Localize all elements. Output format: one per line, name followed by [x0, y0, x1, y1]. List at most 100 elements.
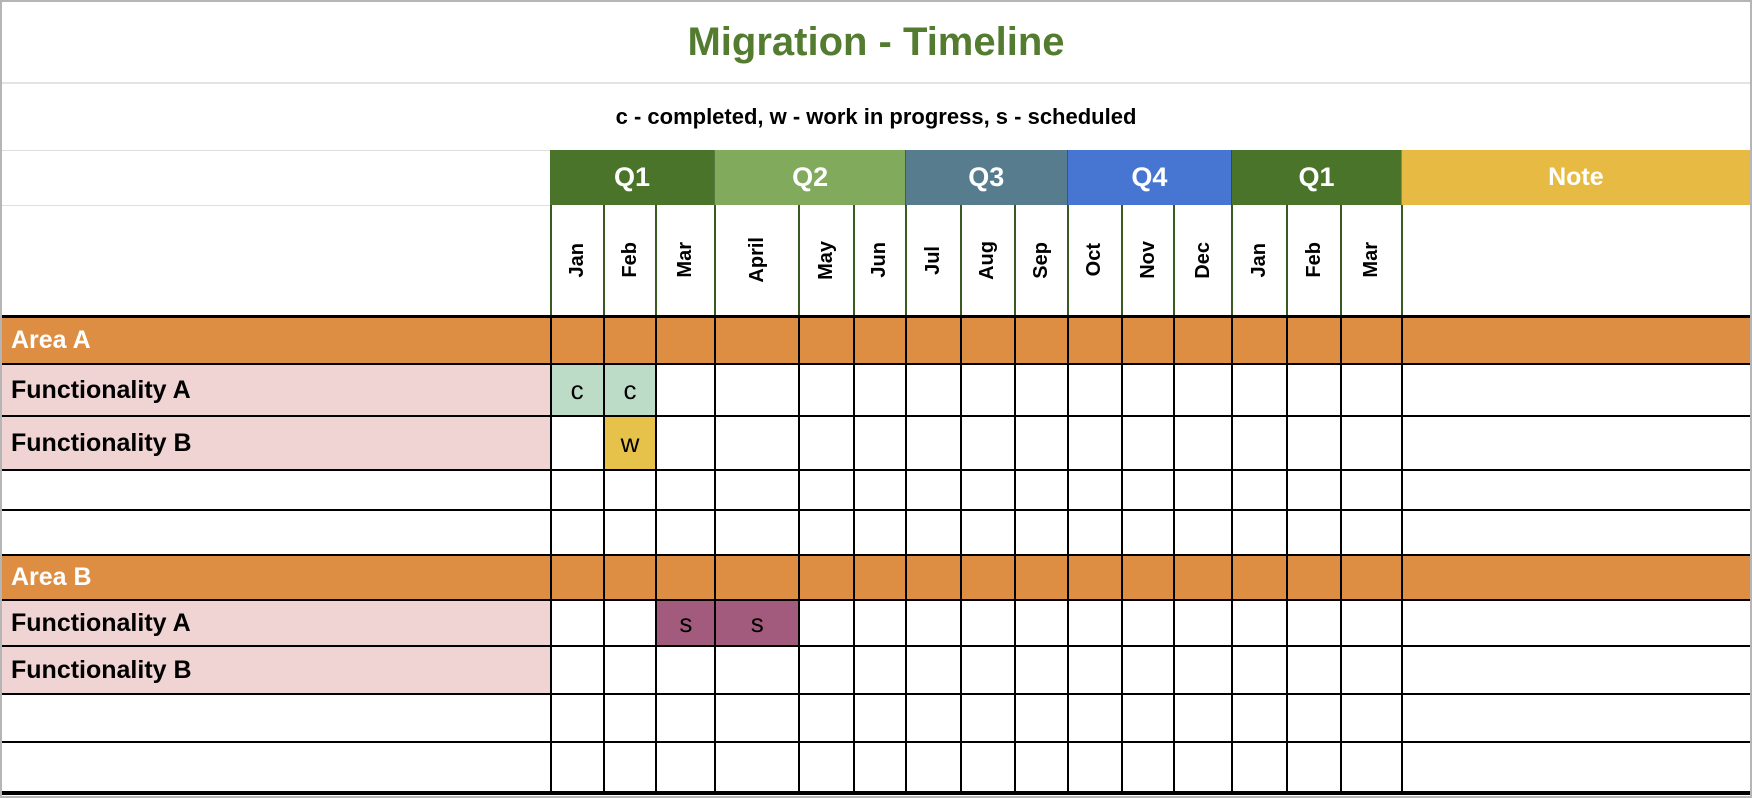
cell-r7-mar-14[interactable] [1339, 647, 1401, 693]
cell-r0-jan-12[interactable] [1231, 318, 1287, 363]
cell-r5-oct-9[interactable] [1066, 556, 1122, 599]
cell-r2-jan-0[interactable] [549, 417, 603, 469]
cell-r0-may-4[interactable] [798, 318, 854, 363]
note-cell-r6[interactable] [1400, 601, 1750, 645]
row-functionality-b-7-label[interactable]: Functionality B [2, 647, 550, 693]
row-functionality-a-1-label[interactable]: Functionality A [2, 365, 550, 415]
cell-r1-feb-13[interactable] [1286, 365, 1340, 415]
cell-r2-aug-7[interactable] [959, 417, 1014, 469]
cell-r7-feb-1[interactable] [602, 647, 656, 693]
cell-r9-sep-8[interactable] [1013, 743, 1067, 791]
note-cell-r0[interactable] [1400, 318, 1750, 363]
cell-r1-april-3[interactable] [714, 365, 799, 415]
cell-r7-sep-8[interactable] [1013, 647, 1067, 693]
cell-r2-oct-9[interactable] [1066, 417, 1122, 469]
cell-r6-jun-5[interactable] [853, 601, 905, 645]
cell-r4-jul-6[interactable] [904, 511, 960, 554]
cell-r0-dec-11[interactable] [1173, 318, 1232, 363]
cell-r8-mar-14[interactable] [1339, 695, 1401, 741]
cell-r3-aug-7[interactable] [959, 471, 1014, 509]
note-cell-r2[interactable] [1400, 417, 1750, 469]
cell-r5-sep-8[interactable] [1013, 556, 1067, 599]
cell-r6-sep-8[interactable] [1013, 601, 1067, 645]
cell-r7-jan-12[interactable] [1231, 647, 1287, 693]
cell-r0-feb-13[interactable] [1286, 318, 1340, 363]
cell-r4-oct-9[interactable] [1066, 511, 1122, 554]
cell-r4-may-4[interactable] [798, 511, 854, 554]
cell-r3-oct-9[interactable] [1066, 471, 1122, 509]
cell-r8-jul-6[interactable] [904, 695, 960, 741]
cell-r4-mar-2[interactable] [655, 511, 715, 554]
cell-r9-dec-11[interactable] [1173, 743, 1232, 791]
cell-r1-nov-10[interactable] [1121, 365, 1174, 415]
cell-r0-jun-5[interactable] [853, 318, 905, 363]
cell-r6-jul-6[interactable] [904, 601, 960, 645]
cell-r9-jan-0[interactable] [549, 743, 603, 791]
cell-r1-oct-9[interactable] [1066, 365, 1122, 415]
row-empty-8-label[interactable] [2, 695, 550, 741]
cell-r1-jan-12[interactable] [1231, 365, 1287, 415]
row-functionality-a-6-label[interactable]: Functionality A [2, 601, 550, 645]
cell-r5-feb-1[interactable] [602, 556, 656, 599]
cell-r1-mar-14[interactable] [1339, 365, 1401, 415]
cell-r8-dec-11[interactable] [1173, 695, 1232, 741]
cell-r3-sep-8[interactable] [1013, 471, 1067, 509]
cell-r4-nov-10[interactable] [1121, 511, 1174, 554]
cell-r5-mar-14[interactable] [1339, 556, 1401, 599]
cell-r8-jan-12[interactable] [1231, 695, 1287, 741]
cell-r2-jul-6[interactable] [904, 417, 960, 469]
cell-r2-feb-13[interactable] [1286, 417, 1340, 469]
cell-r5-april-3[interactable] [714, 556, 799, 599]
cell-r9-nov-10[interactable] [1121, 743, 1174, 791]
cell-r7-aug-7[interactable] [959, 647, 1014, 693]
cell-r9-mar-2[interactable] [655, 743, 715, 791]
cell-r1-jul-6[interactable] [904, 365, 960, 415]
cell-r7-feb-13[interactable] [1286, 647, 1340, 693]
cell-r6-mar-14[interactable] [1339, 601, 1401, 645]
cell-r2-nov-10[interactable] [1121, 417, 1174, 469]
cell-r1-dec-11[interactable] [1173, 365, 1232, 415]
cell-r3-jan-12[interactable] [1231, 471, 1287, 509]
status-cell-s-mar[interactable]: s [655, 601, 715, 645]
cell-r3-dec-11[interactable] [1173, 471, 1232, 509]
cell-r9-feb-13[interactable] [1286, 743, 1340, 791]
cell-r4-sep-8[interactable] [1013, 511, 1067, 554]
row-empty-3-label[interactable] [2, 471, 550, 509]
cell-r9-april-3[interactable] [714, 743, 799, 791]
cell-r3-mar-14[interactable] [1339, 471, 1401, 509]
row-area-b-5-label[interactable]: Area B [2, 556, 550, 599]
cell-r6-may-4[interactable] [798, 601, 854, 645]
cell-r9-oct-9[interactable] [1066, 743, 1122, 791]
cell-r3-jan-0[interactable] [549, 471, 603, 509]
cell-r8-feb-13[interactable] [1286, 695, 1340, 741]
note-cell-r4[interactable] [1400, 511, 1750, 554]
cell-r6-nov-10[interactable] [1121, 601, 1174, 645]
cell-r4-jun-5[interactable] [853, 511, 905, 554]
cell-r7-dec-11[interactable] [1173, 647, 1232, 693]
cell-r3-may-4[interactable] [798, 471, 854, 509]
note-cell-r9[interactable] [1400, 743, 1750, 791]
status-cell-s-april[interactable]: s [714, 601, 799, 645]
status-cell-c-jan[interactable]: c [549, 365, 603, 415]
cell-r5-jan-0[interactable] [549, 556, 603, 599]
cell-r4-feb-1[interactable] [602, 511, 656, 554]
cell-r8-mar-2[interactable] [655, 695, 715, 741]
cell-r2-may-4[interactable] [798, 417, 854, 469]
cell-r2-jun-5[interactable] [853, 417, 905, 469]
cell-r7-mar-2[interactable] [655, 647, 715, 693]
cell-r4-april-3[interactable] [714, 511, 799, 554]
cell-r6-feb-1[interactable] [602, 601, 656, 645]
cell-r7-nov-10[interactable] [1121, 647, 1174, 693]
cell-r3-feb-13[interactable] [1286, 471, 1340, 509]
cell-r5-may-4[interactable] [798, 556, 854, 599]
cell-r2-mar-14[interactable] [1339, 417, 1401, 469]
cell-r3-jun-5[interactable] [853, 471, 905, 509]
cell-r8-oct-9[interactable] [1066, 695, 1122, 741]
cell-r2-sep-8[interactable] [1013, 417, 1067, 469]
cell-r8-feb-1[interactable] [602, 695, 656, 741]
cell-r0-jul-6[interactable] [904, 318, 960, 363]
cell-r1-sep-8[interactable] [1013, 365, 1067, 415]
row-empty-4-label[interactable] [2, 511, 550, 554]
cell-r9-aug-7[interactable] [959, 743, 1014, 791]
cell-r4-aug-7[interactable] [959, 511, 1014, 554]
